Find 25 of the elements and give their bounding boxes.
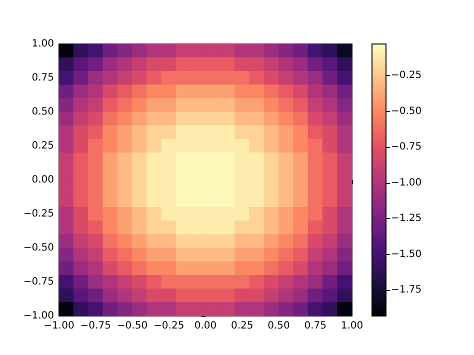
color-bar-label: −0.75 (391, 142, 422, 153)
y-tick-label: 0.75 (32, 72, 54, 84)
x-tick-label: 0.00 (194, 320, 217, 332)
color-bar-label: −1.50 (391, 248, 422, 260)
y-tick-label: −0.25 (23, 208, 54, 220)
x-tick-label: −0.50 (116, 320, 148, 332)
color-bar-label: −1.25 (391, 213, 422, 224)
x-tick-label: −1.00 (44, 320, 74, 332)
y-tick-label: −0.50 (23, 242, 54, 254)
color-bar-label: −1.00 (391, 177, 422, 188)
x-tick-label: 1.00 (340, 320, 364, 332)
x-tick-label: 0.75 (304, 320, 327, 332)
y-tick-label: 0.00 (32, 174, 54, 186)
x-tick-label: 0.25 (230, 320, 254, 332)
x-tick-label: 0.50 (268, 320, 290, 332)
x-tick-label: −0.25 (154, 320, 184, 332)
y-tick-label: −0.75 (23, 276, 54, 288)
y-tick-label: 0.50 (32, 106, 54, 118)
y-tick-label: 0.25 (32, 140, 54, 152)
color-bar-label: −0.50 (391, 106, 422, 117)
x-tick-label: −0.75 (80, 320, 111, 332)
y-tick-label: −1.00 (23, 310, 54, 322)
color-bar-label: −1.75 (391, 284, 422, 296)
y-tick-label: 1.00 (32, 38, 54, 50)
color-bar-label: −0.25 (391, 70, 422, 81)
